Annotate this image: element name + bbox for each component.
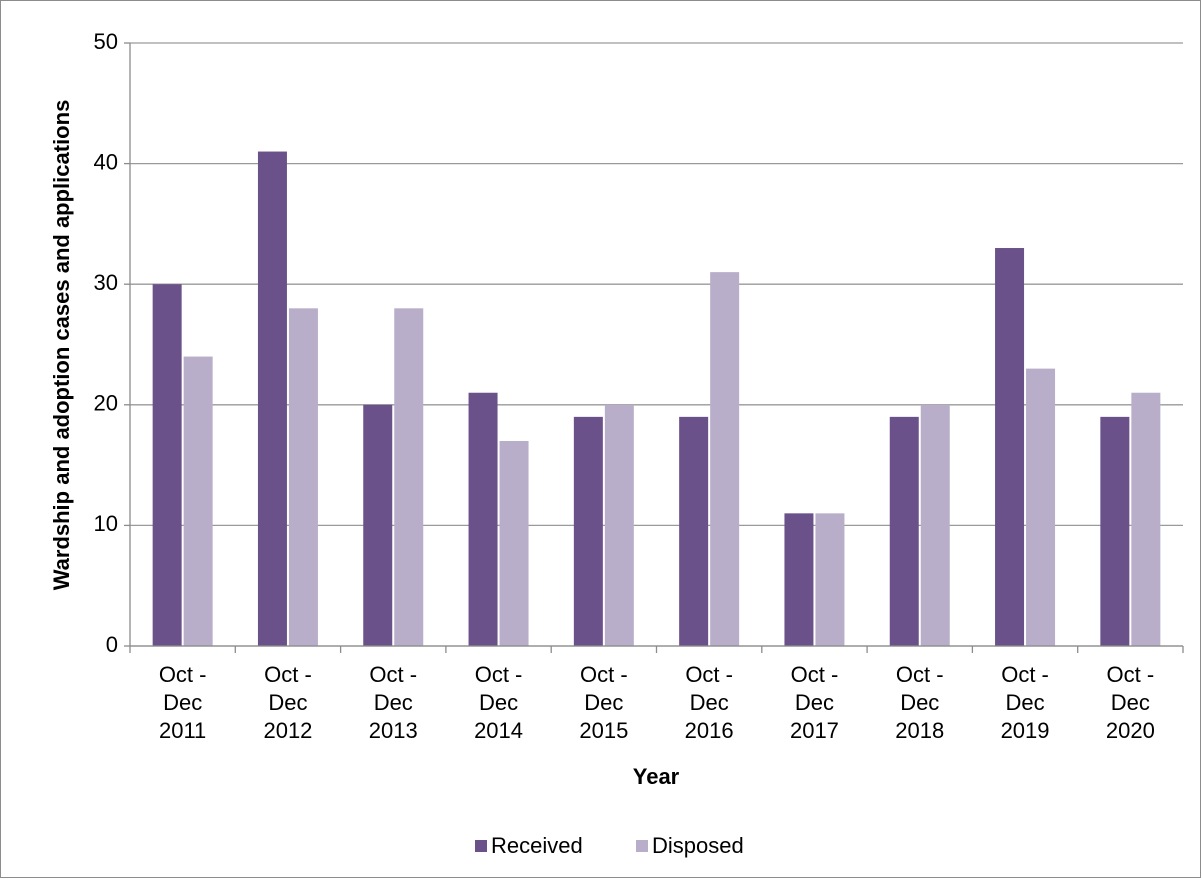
bar <box>995 248 1025 646</box>
x-tick-label: Oct -Dec 2013 <box>369 662 418 743</box>
bar <box>1026 368 1056 646</box>
bar <box>784 513 814 646</box>
legend-swatch <box>636 840 648 852</box>
bar <box>1100 416 1130 646</box>
bar <box>1131 392 1161 646</box>
x-tick-label: Oct -Dec 2011 <box>159 662 207 743</box>
bar <box>679 416 709 646</box>
bar <box>710 272 740 646</box>
bar <box>499 440 529 646</box>
y-tick-label: 50 <box>94 29 118 54</box>
bar <box>288 308 318 646</box>
x-tick-label: Oct -Dec 2016 <box>685 662 734 743</box>
x-tick-label: Oct -Dec 2015 <box>579 662 628 743</box>
y-tick-label: 10 <box>94 511 118 536</box>
bar <box>604 404 634 646</box>
bar <box>394 308 424 646</box>
legend-label: Disposed <box>652 833 744 858</box>
bar <box>468 392 498 646</box>
x-axis-title: Year <box>633 764 680 789</box>
bar <box>183 356 213 646</box>
x-tick-label: Oct -Dec 2018 <box>895 662 944 743</box>
y-axis-title: Wardship and adoption cases and applicat… <box>49 100 74 591</box>
legend-swatch <box>475 840 487 852</box>
legend-label: Received <box>491 833 583 858</box>
bar <box>889 416 919 646</box>
y-tick-label: 20 <box>94 391 118 416</box>
bar <box>920 404 950 646</box>
x-tick-label: Oct -Dec 2017 <box>790 662 839 743</box>
bar <box>257 151 287 647</box>
x-tick-label: Oct -Dec 2014 <box>474 662 523 743</box>
x-tick-label: Oct -Dec 2019 <box>1001 662 1050 743</box>
x-tick-label: Oct -Dec 2012 <box>263 662 312 743</box>
bar <box>573 416 603 646</box>
bar <box>815 513 845 646</box>
y-tick-label: 0 <box>106 632 118 657</box>
y-tick-label: 40 <box>94 149 118 174</box>
bar <box>152 284 182 646</box>
bar <box>363 404 393 646</box>
x-tick-label: Oct -Dec 2020 <box>1106 662 1155 743</box>
y-tick-label: 30 <box>94 270 118 295</box>
